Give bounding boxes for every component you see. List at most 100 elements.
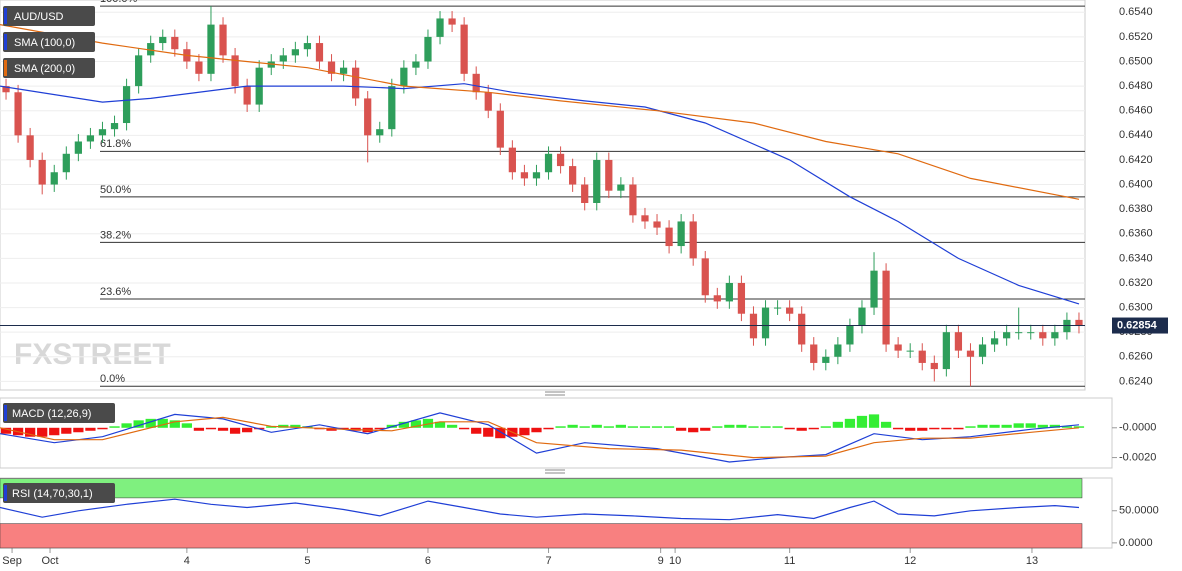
candle-body bbox=[122, 86, 131, 124]
candle-body bbox=[520, 172, 529, 179]
legend-box bbox=[3, 6, 95, 26]
histogram-bar bbox=[917, 427, 928, 431]
candle-body bbox=[544, 153, 553, 173]
candle-body bbox=[894, 344, 902, 351]
candle-body bbox=[159, 36, 167, 44]
fib-label: 23.6% bbox=[100, 286, 131, 298]
candle-body bbox=[231, 55, 239, 87]
candle-body bbox=[725, 282, 733, 302]
y-tick-label: 0.0000 bbox=[1119, 537, 1153, 549]
candle-body bbox=[942, 332, 950, 370]
y-tick-label: 50.0000 bbox=[1119, 505, 1159, 517]
histogram-bar bbox=[519, 427, 530, 436]
histogram-bar bbox=[579, 426, 590, 428]
candle-body bbox=[279, 55, 287, 62]
legend-box bbox=[3, 403, 115, 423]
fib-label: 38.2% bbox=[100, 229, 131, 241]
legend-label: SMA (100,0) bbox=[14, 37, 75, 49]
histogram-bar bbox=[205, 427, 217, 430]
candle-body bbox=[954, 332, 963, 351]
histogram-bar bbox=[796, 427, 807, 431]
candle-body bbox=[870, 270, 878, 308]
candle-body bbox=[556, 153, 565, 167]
legend-label: RSI (14,70,30,1) bbox=[12, 488, 93, 500]
histogram-bar bbox=[724, 424, 735, 428]
histogram-bar bbox=[338, 427, 349, 430]
histogram-bar bbox=[712, 426, 723, 428]
x-tick-label: 5 bbox=[304, 555, 310, 567]
candle-body bbox=[1075, 319, 1083, 327]
candle-body bbox=[1027, 332, 1035, 334]
candle-body bbox=[339, 67, 348, 74]
histogram-bar bbox=[603, 426, 614, 428]
candle-body bbox=[978, 344, 987, 357]
histogram-bar bbox=[941, 427, 952, 430]
candle-body bbox=[689, 221, 697, 259]
x-tick-label: 7 bbox=[545, 555, 551, 567]
candle-body bbox=[219, 24, 227, 56]
macd-panel bbox=[0, 397, 1113, 469]
candle-body bbox=[593, 159, 601, 203]
candle-body bbox=[629, 184, 637, 216]
histogram-bar bbox=[772, 426, 783, 428]
candle-body bbox=[810, 344, 818, 363]
candle-body bbox=[569, 166, 577, 185]
histogram-bar bbox=[688, 427, 699, 433]
y-tick-label: -0.0020 bbox=[1119, 451, 1156, 463]
indicator-line bbox=[0, 416, 1080, 459]
histogram-bar bbox=[736, 424, 747, 428]
histogram-bar bbox=[121, 423, 132, 428]
histogram-bar bbox=[977, 424, 988, 428]
x-tick-label: 9 bbox=[658, 555, 664, 567]
histogram-bar bbox=[73, 427, 84, 433]
candle-body bbox=[86, 135, 95, 142]
x-tick-label: Sep bbox=[2, 555, 22, 567]
fib-label: 0.0% bbox=[100, 373, 125, 385]
histogram-bar bbox=[1001, 424, 1012, 428]
candle-body bbox=[207, 24, 215, 74]
candle-body bbox=[665, 227, 673, 247]
candle-body bbox=[653, 221, 661, 228]
last-price-label: 0.62854 bbox=[1117, 319, 1158, 331]
candle-body bbox=[641, 215, 649, 222]
y-tick-label: 0.6540 bbox=[1119, 6, 1153, 18]
candle-body bbox=[906, 350, 914, 352]
legend-box bbox=[3, 483, 115, 503]
candle-body bbox=[243, 86, 251, 105]
candle-body bbox=[327, 61, 336, 74]
rsi-band bbox=[0, 478, 1083, 499]
candle-body bbox=[966, 350, 975, 357]
y-tick-label: 0.6440 bbox=[1119, 129, 1153, 141]
histogram-bar bbox=[446, 424, 458, 428]
legend-swatch bbox=[4, 8, 7, 24]
candle-body bbox=[918, 350, 926, 363]
histogram-bar bbox=[25, 427, 36, 437]
histogram-bar bbox=[242, 427, 253, 433]
candle-body bbox=[352, 67, 360, 99]
histogram-bar bbox=[145, 418, 156, 428]
candle-body bbox=[617, 184, 625, 191]
y-tick-label: 0.6300 bbox=[1119, 301, 1153, 313]
candle-body bbox=[315, 43, 324, 62]
histogram-bar bbox=[531, 427, 542, 433]
x-tick-label: 10 bbox=[669, 555, 681, 567]
y-tick-label: 0.6500 bbox=[1119, 55, 1153, 67]
histogram-bar bbox=[49, 427, 60, 436]
histogram-bar bbox=[929, 427, 940, 430]
histogram-bar bbox=[290, 424, 301, 428]
histogram-bar bbox=[61, 427, 72, 434]
candle-body bbox=[62, 153, 70, 173]
histogram-bar bbox=[169, 420, 180, 428]
legend-item: AUD/USD bbox=[3, 6, 95, 26]
legend-item: SMA (100,0) bbox=[3, 32, 95, 52]
histogram-bar bbox=[965, 426, 976, 428]
histogram-bar bbox=[434, 421, 446, 428]
candle-body bbox=[98, 129, 107, 136]
histogram-bar bbox=[989, 424, 1000, 428]
y-tick-label: 0.6240 bbox=[1119, 375, 1153, 387]
panel-handle[interactable] bbox=[545, 391, 565, 474]
candle-body bbox=[460, 24, 468, 74]
y-tick-label: 0.6360 bbox=[1119, 228, 1153, 240]
candle-body bbox=[1051, 332, 1059, 339]
histogram-bar bbox=[615, 424, 626, 428]
